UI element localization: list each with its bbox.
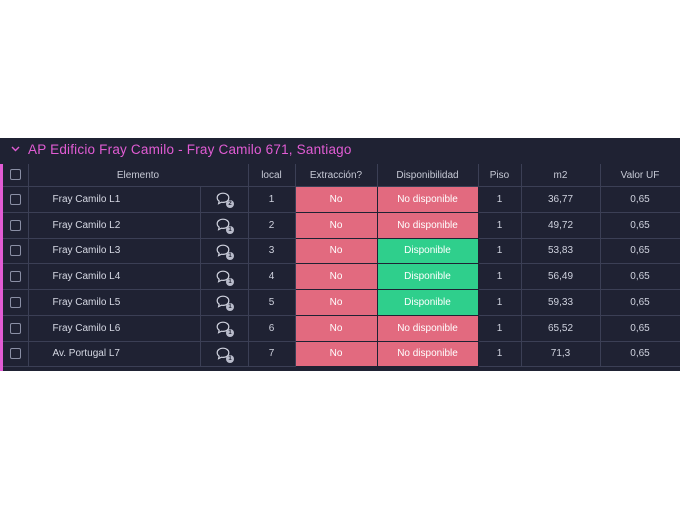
disponibilidad-status[interactable]: Disponible [377, 263, 479, 290]
table-row[interactable]: Fray Camilo L6 1 6 No No disponible 1 65… [3, 315, 680, 342]
group-title[interactable]: AP Edificio Fray Camilo - Fray Camilo 67… [28, 141, 352, 157]
item-name[interactable]: Fray Camilo L5 [28, 289, 201, 316]
row-checkbox[interactable] [9, 296, 21, 308]
table-row[interactable]: Fray Camilo L4 1 4 No Disponible 1 56,49… [3, 263, 680, 290]
table-row[interactable]: Fray Camilo L3 1 3 No Disponible 1 53,83… [3, 238, 680, 265]
m2-cell[interactable]: 59,33 [521, 289, 601, 316]
item-name[interactable]: Fray Camilo L2 [28, 212, 201, 239]
disponibilidad-status[interactable]: No disponible [377, 186, 479, 213]
m2-cell[interactable]: 36,77 [521, 186, 601, 213]
chevron-down-icon[interactable] [10, 144, 20, 154]
disponibilidad-status[interactable]: No disponible [377, 315, 479, 342]
group-header[interactable]: AP Edificio Fray Camilo - Fray Camilo 67… [0, 138, 680, 160]
column-header-local[interactable]: local [248, 164, 296, 187]
table-row[interactable]: Fray Camilo L2 1 2 No No disponible 1 49… [3, 212, 680, 239]
updates-bubble-icon[interactable]: 1 [216, 321, 234, 338]
valor-uf-cell[interactable]: 0,65 [600, 186, 680, 213]
local-cell[interactable]: 4 [248, 263, 296, 290]
item-name[interactable]: Fray Camilo L4 [28, 263, 201, 290]
table-row[interactable]: Fray Camilo L5 1 5 No Disponible 1 59,33… [3, 289, 680, 316]
extraccion-status[interactable]: No [295, 212, 378, 239]
row-checkbox[interactable] [9, 219, 21, 231]
table-row[interactable]: Fray Camilo L1 2 1 No No disponible 1 36… [3, 186, 680, 213]
valor-uf-cell[interactable]: 0,65 [600, 289, 680, 316]
updates-count: 1 [226, 303, 234, 312]
item-name[interactable]: Fray Camilo L6 [28, 315, 201, 342]
disponibilidad-status[interactable]: Disponible [377, 289, 479, 316]
valor-uf-cell[interactable]: 0,65 [600, 212, 680, 239]
group-color-bar [0, 164, 3, 371]
valor-uf-cell[interactable]: 0,65 [600, 263, 680, 290]
local-cell[interactable]: 3 [248, 238, 296, 265]
updates-bubble-icon[interactable]: 1 [216, 218, 234, 235]
item-name[interactable]: Fray Camilo L1 [28, 186, 201, 213]
local-cell[interactable]: 1 [248, 186, 296, 213]
column-header-piso[interactable]: Piso [478, 164, 522, 187]
row-checkbox[interactable] [9, 322, 21, 334]
piso-cell[interactable]: 1 [478, 238, 522, 265]
updates-count: 1 [226, 329, 234, 338]
updates-bubble-icon[interactable]: 1 [216, 270, 234, 286]
updates-count: 1 [226, 277, 234, 286]
updates-cell[interactable]: 2 [200, 186, 249, 213]
valor-uf-cell[interactable]: 0,65 [600, 238, 680, 265]
local-cell[interactable]: 7 [248, 341, 296, 368]
item-name[interactable]: Av. Portugal L7 [28, 341, 201, 368]
table-row[interactable]: Av. Portugal L7 1 7 No No disponible 1 7… [3, 341, 680, 368]
row-checkbox[interactable] [9, 348, 21, 360]
m2-cell[interactable]: 56,49 [521, 263, 601, 290]
m2-cell[interactable]: 53,83 [521, 238, 601, 265]
updates-cell[interactable]: 1 [200, 341, 249, 368]
extraccion-status[interactable]: No [295, 186, 378, 213]
column-header-extraccion[interactable]: Extracción? [295, 164, 378, 187]
disponibilidad-status[interactable]: No disponible [377, 212, 479, 239]
row-checkbox[interactable] [9, 245, 21, 257]
extraccion-status[interactable]: No [295, 289, 378, 316]
column-header-elemento[interactable]: Elemento [28, 164, 249, 187]
updates-bubble-icon[interactable]: 2 [216, 192, 234, 209]
board-table: Elemento local Extracción? Disponibilida… [0, 164, 680, 371]
updates-bubble-icon[interactable]: 1 [216, 244, 234, 260]
m2-cell[interactable]: 65,52 [521, 315, 601, 342]
piso-cell[interactable]: 1 [478, 289, 522, 316]
m2-cell[interactable]: 71,3 [521, 341, 601, 368]
column-header-disponibilidad[interactable]: Disponibilidad [377, 164, 479, 187]
updates-count: 1 [226, 226, 234, 235]
updates-count: 2 [226, 200, 234, 209]
column-header-m2[interactable]: m2 [521, 164, 601, 187]
row-checkbox[interactable] [9, 193, 21, 205]
item-name[interactable]: Fray Camilo L3 [28, 238, 201, 265]
local-cell[interactable]: 5 [248, 289, 296, 316]
updates-cell[interactable]: 1 [200, 238, 249, 265]
updates-count: 1 [226, 354, 234, 363]
valor-uf-cell[interactable]: 0,65 [600, 315, 680, 342]
valor-uf-cell[interactable]: 0,65 [600, 341, 680, 368]
extraccion-status[interactable]: No [295, 341, 378, 368]
extraccion-status[interactable]: No [295, 238, 378, 265]
updates-cell[interactable]: 1 [200, 263, 249, 290]
board-group: AP Edificio Fray Camilo - Fray Camilo 67… [0, 138, 680, 371]
row-checkbox[interactable] [9, 271, 21, 283]
select-all-checkbox[interactable] [9, 169, 21, 181]
piso-cell[interactable]: 1 [478, 186, 522, 213]
disponibilidad-status[interactable]: No disponible [377, 341, 479, 368]
updates-count: 1 [226, 251, 234, 260]
updates-cell[interactable]: 1 [200, 315, 249, 342]
updates-bubble-icon[interactable]: 1 [216, 295, 234, 312]
updates-cell[interactable]: 1 [200, 289, 249, 316]
m2-cell[interactable]: 49,72 [521, 212, 601, 239]
extraccion-status[interactable]: No [295, 263, 378, 290]
piso-cell[interactable]: 1 [478, 212, 522, 239]
updates-bubble-icon[interactable]: 1 [216, 347, 234, 363]
disponibilidad-status[interactable]: Disponible [377, 238, 479, 265]
updates-cell[interactable]: 1 [200, 212, 249, 239]
local-cell[interactable]: 2 [248, 212, 296, 239]
piso-cell[interactable]: 1 [478, 315, 522, 342]
piso-cell[interactable]: 1 [478, 341, 522, 368]
table-header-row: Elemento local Extracción? Disponibilida… [3, 164, 680, 187]
extraccion-status[interactable]: No [295, 315, 378, 342]
column-header-valor-uf[interactable]: Valor UF [600, 164, 680, 187]
piso-cell[interactable]: 1 [478, 263, 522, 290]
local-cell[interactable]: 6 [248, 315, 296, 342]
